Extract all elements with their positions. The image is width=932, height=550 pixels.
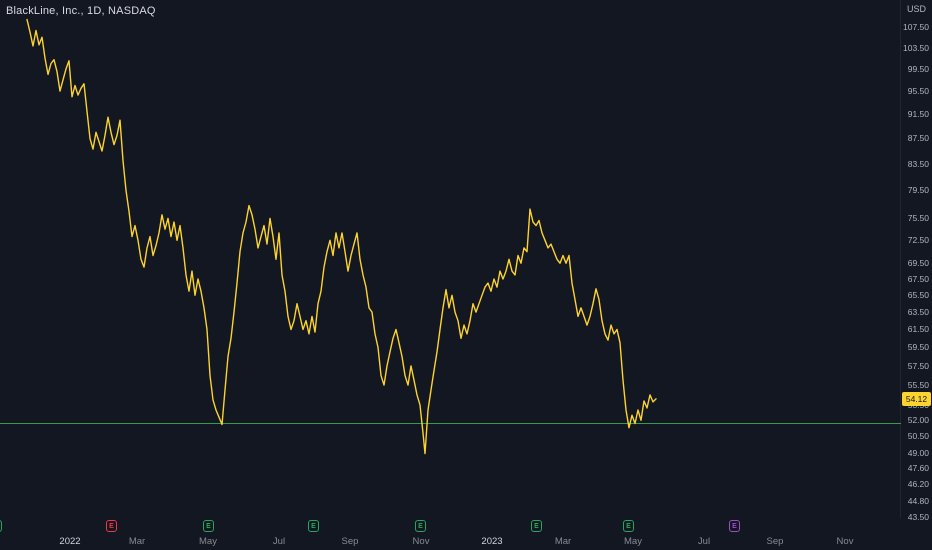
earnings-icon[interactable]: E [106, 520, 117, 532]
time-tick-month: Mar [128, 536, 146, 547]
price-tick-label: 99.50 [907, 64, 929, 74]
price-tick-label: 87.50 [907, 133, 929, 143]
time-tick-month: Jul [697, 536, 711, 547]
price-tick-label: 47.60 [907, 463, 929, 473]
time-tick-month: May [624, 536, 642, 547]
time-tick-month: May [199, 536, 217, 547]
time-tick-month: Mar [554, 536, 572, 547]
price-tick-label: 75.50 [907, 213, 929, 223]
price-tick-label: 95.50 [907, 86, 929, 96]
price-tick-label: 107.50 [903, 22, 929, 32]
price-tick-label: 69.50 [907, 258, 929, 268]
time-tick-month: Sep [341, 536, 359, 547]
timeline-icons-row: EEEEEEEE [0, 520, 901, 534]
symbol-title[interactable]: BlackLine, Inc., 1D, NASDAQ [6, 5, 156, 17]
price-tick-label: 103.50 [903, 43, 929, 53]
price-tick-label: 65.50 [907, 290, 929, 300]
earnings-icon[interactable]: E [203, 520, 214, 532]
price-tick-label: 61.50 [907, 324, 929, 334]
price-tick-label: 91.50 [907, 109, 929, 119]
price-tick-label: 49.00 [907, 448, 929, 458]
price-tick-label: 52.00 [907, 415, 929, 425]
earnings-icon[interactable]: E [729, 520, 740, 532]
earnings-icon[interactable]: E [0, 520, 2, 532]
price-tick-label: 79.50 [907, 185, 929, 195]
time-tick-month: Sep [766, 536, 784, 547]
price-tick-label: 44.80 [907, 496, 929, 506]
earnings-icon[interactable]: E [623, 520, 634, 532]
price-tick-label: 72.50 [907, 235, 929, 245]
price-tick-label: 59.50 [907, 342, 929, 352]
time-tick-year: 2023 [481, 536, 503, 547]
price-tick-label: 67.50 [907, 274, 929, 284]
time-tick-year: 2022 [59, 536, 81, 547]
price-line-series [26, 18, 657, 455]
earnings-icon[interactable]: E [308, 520, 319, 532]
time-tick-month: Nov [836, 536, 854, 547]
price-tick-label: 50.50 [907, 431, 929, 441]
price-tick-label: 43.50 [907, 512, 929, 522]
price-tick-label: 46.20 [907, 479, 929, 489]
time-tick-month: Jul [272, 536, 286, 547]
price-axis[interactable]: USD 107.50 103.50 99.50 95.50 91.50 87.50 83.5… [900, 0, 932, 522]
time-tick-month: Nov [412, 536, 430, 547]
price-tick-label: 63.50 [907, 307, 929, 317]
currency-label: USD [906, 4, 926, 14]
time-axis[interactable]: 2022 Mar May Jul Sep Nov 2023 Mar May Jul Sep Nov [0, 534, 901, 550]
price-tick-label: 83.50 [907, 159, 929, 169]
price-tick-label: 55.50 [907, 380, 929, 390]
price-tick-label: 57.50 [907, 361, 929, 371]
earnings-icon[interactable]: E [415, 520, 426, 532]
earnings-icon[interactable]: E [531, 520, 542, 532]
last-price-label: 54.12 [902, 392, 931, 406]
